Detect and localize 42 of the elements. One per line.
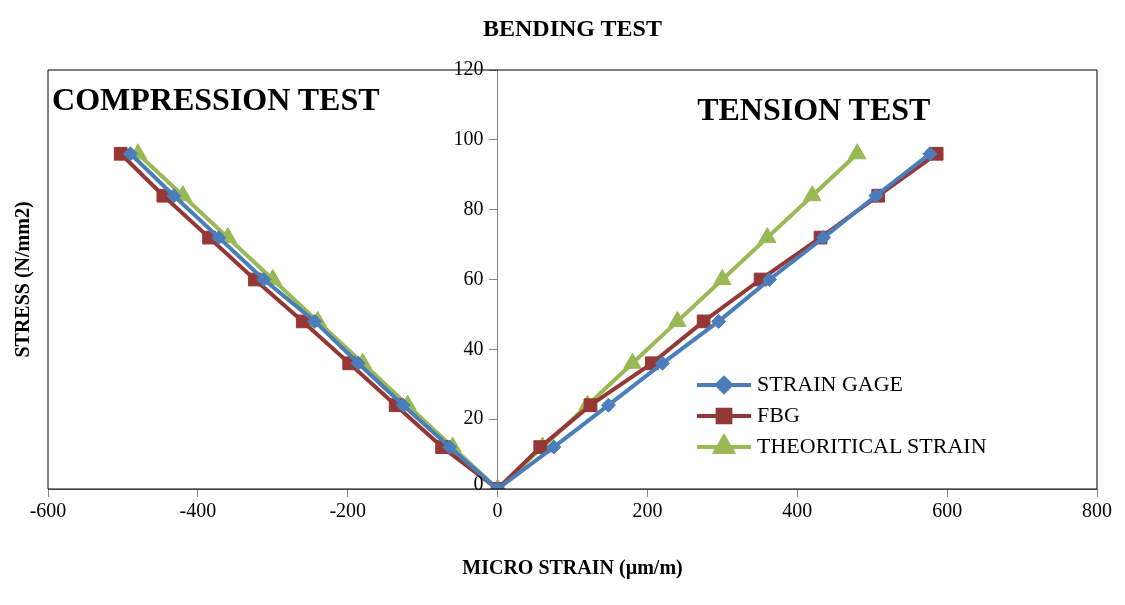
point xyxy=(166,188,182,204)
point xyxy=(256,272,272,287)
point xyxy=(211,230,227,246)
y-tick-label: 60 xyxy=(463,266,484,289)
legend-label: STRAIN GAGE xyxy=(757,370,904,396)
point xyxy=(442,439,458,455)
x-tick-label: 600 xyxy=(932,499,963,522)
point xyxy=(922,146,938,162)
point xyxy=(654,355,670,371)
x-tick-label: 0 xyxy=(492,499,503,522)
point xyxy=(533,440,548,454)
y-tick-label: 0 xyxy=(473,472,484,495)
y-tick-label: 20 xyxy=(463,406,484,429)
y-axis-title: STRESS (N/mm2) xyxy=(11,201,35,358)
legend-label: FBG xyxy=(757,401,800,427)
point xyxy=(696,314,711,329)
chart-title: BENDING TEST xyxy=(483,15,662,42)
point xyxy=(711,313,727,329)
annotation: TENSION TEST xyxy=(697,91,931,128)
y-tick-label: 100 xyxy=(453,127,484,150)
x-axis-title: MICRO STRAIN (µm/m) xyxy=(462,556,683,580)
point xyxy=(583,398,598,413)
x-tick-label: 400 xyxy=(782,499,813,522)
legend-label: THEORITICAL STRAIN xyxy=(757,432,987,458)
point xyxy=(350,355,366,371)
x-tick-label: -400 xyxy=(179,499,217,522)
annotation: COMPRESSION TEST xyxy=(52,81,380,118)
x-tick-label: 800 xyxy=(1082,499,1112,522)
point xyxy=(762,272,778,287)
y-tick-label: 40 xyxy=(463,336,484,359)
point xyxy=(395,397,411,413)
point xyxy=(307,313,323,329)
point xyxy=(600,397,616,413)
point xyxy=(122,146,138,162)
x-tick-label: -600 xyxy=(29,499,67,522)
y-tick-label: 80 xyxy=(463,196,484,219)
x-tick-label: 200 xyxy=(632,499,663,522)
point xyxy=(546,439,562,455)
y-tick-label: 120 xyxy=(453,57,484,80)
point xyxy=(816,230,832,246)
point xyxy=(758,227,777,244)
x-tick-label: -200 xyxy=(329,499,367,522)
